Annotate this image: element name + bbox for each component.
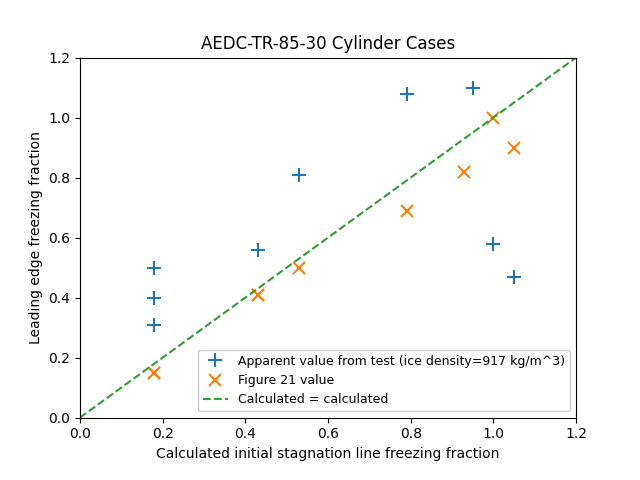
Apparent value from test (ice density=917 kg/m^3) <box>510 274 518 279</box>
X-axis label: Calculated initial stagnation line freezing fraction: Calculated initial stagnation line freez… <box>156 447 500 461</box>
Figure 21 value <box>295 265 303 271</box>
Y-axis label: Leading edge freezing fraction: Leading edge freezing fraction <box>29 131 43 344</box>
Figure 21 value <box>254 292 262 298</box>
Figure 21 value <box>510 145 518 151</box>
Legend: Apparent value from test (ice density=917 kg/m^3), Figure 21 value, Calculated =: Apparent value from test (ice density=91… <box>198 350 570 411</box>
Figure 21 value <box>254 292 262 298</box>
Apparent value from test (ice density=917 kg/m^3) <box>469 85 477 91</box>
Line: Apparent value from test (ice density=917 kg/m^3): Apparent value from test (ice density=91… <box>147 81 521 332</box>
Figure 21 value <box>490 115 497 120</box>
Line: Figure 21 value: Figure 21 value <box>149 112 520 378</box>
Figure 21 value <box>461 169 468 175</box>
Apparent value from test (ice density=917 kg/m^3) <box>150 265 158 271</box>
Apparent value from test (ice density=917 kg/m^3) <box>150 322 158 327</box>
Apparent value from test (ice density=917 kg/m^3) <box>295 172 303 178</box>
Apparent value from test (ice density=917 kg/m^3) <box>150 295 158 300</box>
Title: AEDC-TR-85-30 Cylinder Cases: AEDC-TR-85-30 Cylinder Cases <box>201 35 455 53</box>
Apparent value from test (ice density=917 kg/m^3) <box>254 247 262 252</box>
Figure 21 value <box>150 370 158 375</box>
Figure 21 value <box>150 370 158 375</box>
Apparent value from test (ice density=917 kg/m^3) <box>490 241 497 247</box>
Figure 21 value <box>403 208 410 214</box>
Apparent value from test (ice density=917 kg/m^3) <box>403 91 410 96</box>
